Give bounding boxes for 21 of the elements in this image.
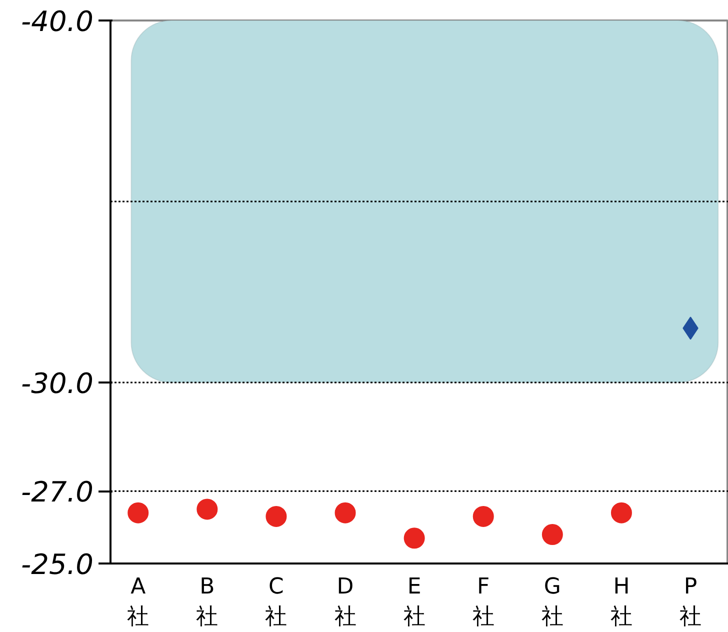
x-tick-label: H社 [610,574,632,630]
y-tick-label: -30.0 [21,367,94,400]
point [472,506,494,527]
point [266,506,287,527]
x-tick-label: D社 [334,574,356,630]
x-tick-label: E社 [403,574,426,630]
y-tick-label: -25.0 [21,548,94,581]
y-tick-label: -40.0 [21,5,94,38]
y-tick-label: -27.0 [21,476,94,509]
x-tick-label: A社 [127,574,150,630]
x-tick-label: P社 [680,574,702,630]
point [404,528,425,549]
x-tick-label: B社 [196,574,218,630]
point [542,524,563,546]
point [196,498,218,520]
point [334,502,356,524]
point [128,502,149,524]
x-tick-label: G社 [541,574,564,630]
x-tick-label: C社 [265,574,288,630]
x-tick-label: F社 [472,574,494,630]
point [610,502,632,524]
